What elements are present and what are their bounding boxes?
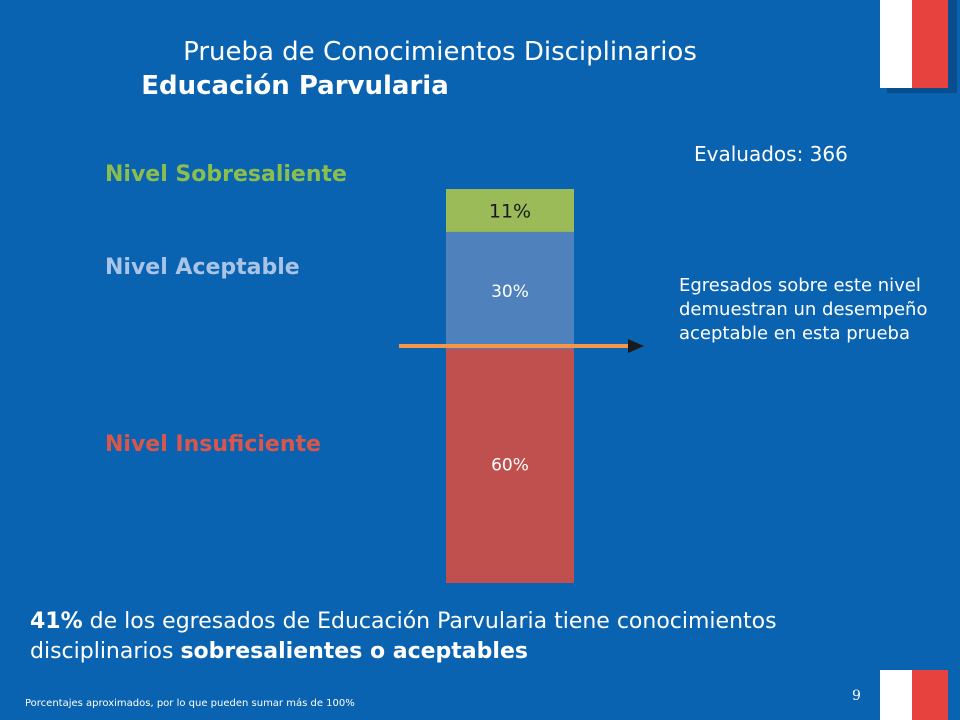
summary-text: 41% de los egresados de Educación Parvul… <box>30 607 890 667</box>
bar-label-sobresaliente: 11% <box>489 200 531 222</box>
bottom-corner-red-block <box>912 670 948 720</box>
bar-segment-aceptable <box>446 231 574 349</box>
summary-percent: 41% <box>30 609 83 634</box>
top-corner-white-block <box>880 0 912 88</box>
title-line-1: Prueba de Conocimientos Disciplinarios <box>183 37 697 67</box>
summary-body: de los egresados de Educación Parvularia… <box>30 609 777 664</box>
top-corner-red-block <box>912 0 948 88</box>
level-label-sobresaliente: Nivel Sobresaliente <box>105 162 347 187</box>
bar-segment-sobresaliente <box>446 189 574 232</box>
bottom-corner-white-block <box>880 670 912 720</box>
level-label-aceptable: Nivel Aceptable <box>105 255 300 280</box>
footnote: Porcentajes aproximados, por lo que pued… <box>25 698 355 709</box>
title-line-2: Educación Parvularia <box>141 71 449 101</box>
summary-bold: sobresalientes o aceptables <box>180 639 528 664</box>
level-label-insuficiente: Nivel Insuficiente <box>105 432 321 457</box>
slide-title: Prueba de Conocimientos Disciplinarios E… <box>0 35 880 103</box>
threshold-note: Egresados sobre este nivel demuestran un… <box>679 275 928 344</box>
evaluados-count: Evaluados: 366 <box>694 142 848 166</box>
bar-label-aceptable: 30% <box>491 282 529 302</box>
bar-label-insuficiente: 60% <box>491 456 529 476</box>
page-number: 9 <box>852 688 861 704</box>
threshold-arrow-head <box>628 338 644 353</box>
bar-segment-insuficiente <box>446 348 574 583</box>
